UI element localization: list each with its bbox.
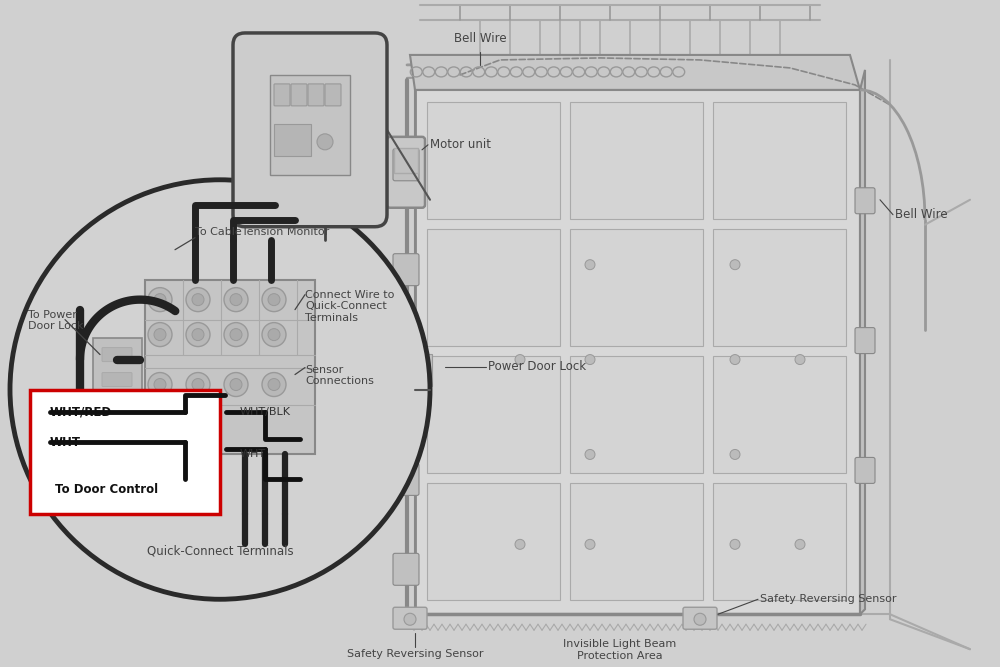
FancyBboxPatch shape [274, 124, 311, 156]
Circle shape [404, 613, 416, 625]
Circle shape [730, 259, 740, 269]
Circle shape [317, 134, 333, 150]
FancyBboxPatch shape [427, 229, 560, 346]
FancyBboxPatch shape [30, 390, 220, 514]
Circle shape [268, 293, 280, 305]
FancyBboxPatch shape [308, 84, 324, 106]
Text: WHT: WHT [50, 436, 81, 449]
Polygon shape [410, 55, 860, 90]
Text: Motor unit: Motor unit [430, 138, 491, 151]
Text: WHT/BLK: WHT/BLK [240, 408, 291, 418]
Circle shape [262, 373, 286, 396]
FancyBboxPatch shape [713, 229, 846, 346]
Text: Safety Reversing Sensor: Safety Reversing Sensor [347, 649, 483, 659]
FancyBboxPatch shape [855, 188, 875, 213]
Circle shape [795, 355, 805, 365]
Circle shape [192, 293, 204, 305]
Text: To Door Control: To Door Control [55, 483, 158, 496]
FancyBboxPatch shape [393, 464, 419, 496]
FancyBboxPatch shape [412, 354, 432, 386]
Circle shape [154, 293, 166, 305]
Circle shape [730, 450, 740, 460]
Circle shape [148, 287, 172, 311]
FancyBboxPatch shape [291, 84, 307, 106]
Circle shape [262, 287, 286, 311]
Text: WHT/RED: WHT/RED [50, 406, 112, 419]
FancyBboxPatch shape [415, 90, 860, 614]
Circle shape [148, 323, 172, 347]
Circle shape [230, 293, 242, 305]
FancyBboxPatch shape [427, 102, 560, 219]
FancyBboxPatch shape [233, 33, 387, 227]
FancyBboxPatch shape [570, 356, 703, 473]
FancyBboxPatch shape [393, 554, 419, 585]
FancyBboxPatch shape [427, 356, 560, 473]
Circle shape [230, 329, 242, 341]
FancyBboxPatch shape [394, 148, 418, 173]
FancyBboxPatch shape [427, 483, 560, 600]
FancyBboxPatch shape [325, 84, 341, 106]
Text: WHT: WHT [240, 450, 266, 460]
Circle shape [515, 355, 525, 365]
Polygon shape [860, 70, 865, 614]
Circle shape [585, 355, 595, 365]
Text: Connect Wire to
Quick-Connect
Terminals: Connect Wire to Quick-Connect Terminals [305, 289, 394, 323]
Circle shape [148, 373, 172, 396]
Circle shape [268, 329, 280, 341]
Circle shape [730, 355, 740, 365]
Circle shape [694, 613, 706, 625]
Circle shape [192, 329, 204, 341]
FancyBboxPatch shape [855, 327, 875, 354]
Text: Safety Reversing Sensor: Safety Reversing Sensor [760, 594, 896, 604]
FancyBboxPatch shape [145, 279, 315, 454]
Circle shape [230, 379, 242, 390]
Circle shape [192, 379, 204, 390]
Circle shape [585, 540, 595, 550]
Circle shape [186, 287, 210, 311]
FancyBboxPatch shape [570, 483, 703, 600]
FancyBboxPatch shape [102, 373, 132, 387]
Circle shape [154, 379, 166, 390]
FancyBboxPatch shape [570, 229, 703, 346]
FancyBboxPatch shape [713, 356, 846, 473]
Circle shape [585, 450, 595, 460]
Circle shape [262, 323, 286, 347]
FancyBboxPatch shape [274, 84, 290, 106]
FancyBboxPatch shape [570, 102, 703, 219]
Circle shape [585, 259, 595, 269]
Circle shape [268, 379, 280, 390]
Text: To CableTension Monitor: To CableTension Monitor [195, 227, 329, 237]
FancyBboxPatch shape [93, 338, 142, 412]
Circle shape [10, 180, 430, 599]
Circle shape [224, 323, 248, 347]
Circle shape [730, 540, 740, 550]
Circle shape [154, 329, 166, 341]
Text: Power Door Lock: Power Door Lock [488, 360, 586, 373]
FancyBboxPatch shape [855, 458, 875, 484]
Text: Bell Wire: Bell Wire [895, 208, 948, 221]
Circle shape [515, 540, 525, 550]
Circle shape [795, 540, 805, 550]
Text: Sensor
Connections: Sensor Connections [305, 365, 374, 386]
Circle shape [224, 373, 248, 396]
Circle shape [186, 373, 210, 396]
FancyBboxPatch shape [102, 348, 132, 362]
FancyBboxPatch shape [393, 607, 427, 629]
Text: Bell Wire: Bell Wire [454, 32, 506, 45]
Circle shape [186, 323, 210, 347]
Circle shape [224, 287, 248, 311]
FancyBboxPatch shape [713, 483, 846, 600]
FancyBboxPatch shape [393, 149, 419, 181]
FancyBboxPatch shape [270, 75, 350, 175]
Text: Invisible Light Beam
Protection Area: Invisible Light Beam Protection Area [563, 639, 677, 661]
FancyBboxPatch shape [387, 137, 425, 207]
Text: Quick-Connect Terminals: Quick-Connect Terminals [147, 544, 293, 558]
FancyBboxPatch shape [393, 253, 419, 285]
FancyBboxPatch shape [683, 607, 717, 629]
FancyBboxPatch shape [393, 359, 419, 390]
Text: To Power
Door Lock: To Power Door Lock [28, 309, 84, 331]
FancyBboxPatch shape [713, 102, 846, 219]
